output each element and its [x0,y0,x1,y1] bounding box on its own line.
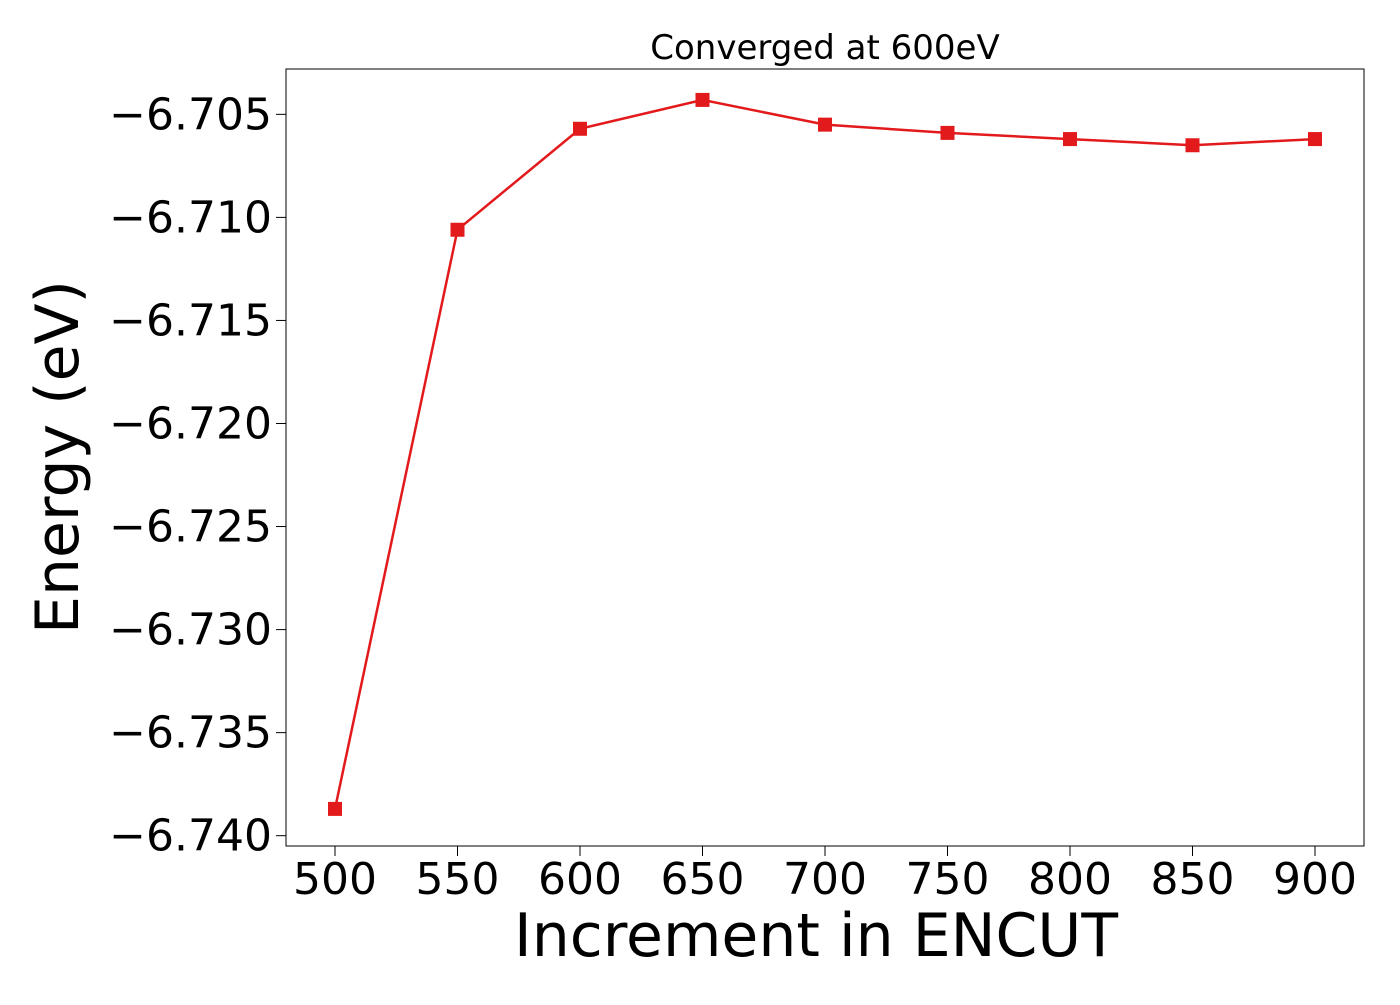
data-point-marker [573,121,587,136]
y-tick-label: −6.720 [109,398,272,449]
y-tick-label: −6.725 [109,502,272,553]
data-point-marker [940,125,955,140]
plot-area-frame [285,68,1365,847]
x-tick-label: 600 [538,854,622,905]
y-tick-label: −6.740 [109,811,272,862]
x-tick-label: 850 [1151,854,1235,905]
series-line [333,98,1316,810]
data-point-marker [1185,138,1200,153]
x-axis: 500 550 600 650 700 750 800 850 900 [293,846,1357,905]
x-tick-label: 650 [661,854,745,905]
data-point-marker [1308,132,1322,147]
x-tick-label: 750 [906,854,990,905]
series-group [328,92,1322,816]
data-point-marker [818,117,832,132]
data-point-marker [695,92,710,107]
y-tick-label: −6.730 [109,605,272,656]
data-point-marker [328,801,342,816]
data-point-marker [450,222,465,237]
x-tick-label: 800 [1028,854,1112,905]
x-tick-label: 550 [416,854,500,905]
x-tick-label: 700 [783,854,867,905]
x-axis-label: Increment in ENCUT [514,901,1118,971]
y-axis: −6.740 −6.735 −6.730 −6.725 −6.720 −6.715 −6.7… [109,89,286,862]
y-axis-label: Energy (eV) [23,280,93,634]
x-tick-label: 900 [1273,854,1357,905]
x-tick-label: 500 [293,854,377,905]
y-tick-label: −6.710 [109,192,272,243]
chart-title: Converged at 600eV [650,28,999,68]
data-point-marker [1063,132,1077,147]
y-tick-label: −6.735 [109,708,272,759]
y-tick-label: −6.715 [109,295,272,346]
y-tick-label: −6.705 [109,89,272,140]
